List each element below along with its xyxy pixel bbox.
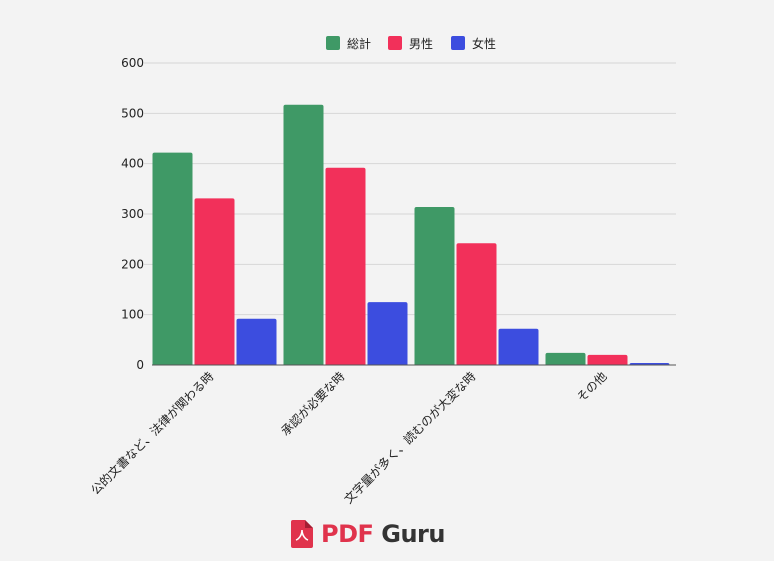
y-tick-label: 100 <box>121 308 144 322</box>
category-label: 文字量が多く、読むのが大変な時 <box>341 369 479 507</box>
bar-1-2 <box>367 302 408 365</box>
legend-label: 総計 <box>347 36 371 51</box>
bar-3-1 <box>587 354 628 365</box>
bars <box>152 104 670 365</box>
y-tick-label: 500 <box>121 106 144 120</box>
y-tick-label: 600 <box>121 56 144 70</box>
bar-1-0 <box>283 104 324 365</box>
y-tick-label: 400 <box>121 157 144 171</box>
legend-label: 男性 <box>409 37 433 51</box>
legend: 総計 男性 女性 <box>326 36 496 51</box>
bar-2-1 <box>456 243 497 365</box>
bar-1-1 <box>325 167 366 365</box>
y-tick-label: 200 <box>121 257 144 271</box>
category-label: 承認が必要な時 <box>278 369 348 439</box>
brand-guru: Guru <box>381 520 445 548</box>
y-tick-label: 0 <box>136 358 144 372</box>
bar-0-2 <box>236 318 277 365</box>
pdf-file-icon <box>291 520 313 548</box>
bar-3-2 <box>629 362 670 365</box>
bar-3-0 <box>545 352 586 365</box>
pdf-guru-logo: PDF Guru <box>291 517 445 551</box>
brand-pdf: PDF <box>321 520 374 548</box>
y-axis-ticks: 0 100 200 300 400 500 600 <box>121 56 144 372</box>
legend-swatch <box>451 36 465 50</box>
bar-2-2 <box>498 328 539 365</box>
bar-2-0 <box>414 206 455 365</box>
category-label: その他 <box>574 369 609 404</box>
bar-0-0 <box>152 152 193 365</box>
legend-swatch <box>388 36 402 50</box>
bar-0-1 <box>194 198 235 365</box>
legend-label: 女性 <box>472 36 496 51</box>
y-tick-label: 300 <box>121 207 144 221</box>
brand-text: PDF Guru <box>321 520 445 548</box>
legend-swatch <box>326 36 340 50</box>
category-label: 公的文書など、法律が関わる時 <box>88 369 217 498</box>
